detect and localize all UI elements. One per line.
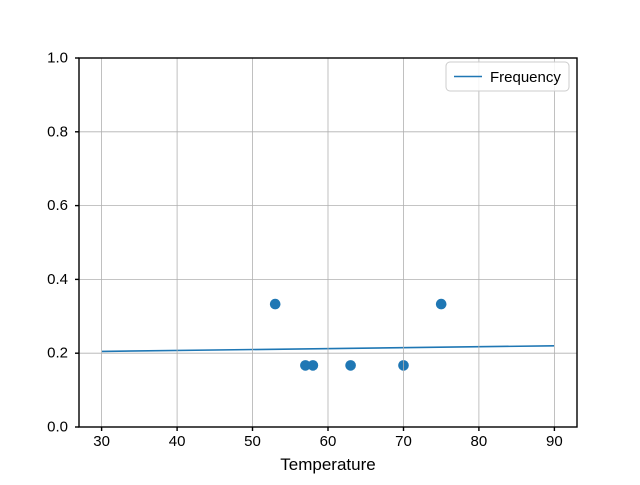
svg-text:80: 80 (471, 433, 488, 450)
svg-text:40: 40 (169, 433, 186, 450)
svg-text:0.2: 0.2 (47, 345, 68, 362)
svg-text:Temperature: Temperature (280, 455, 375, 474)
svg-text:1.0: 1.0 (47, 50, 68, 67)
svg-text:50: 50 (244, 433, 261, 450)
svg-text:90: 90 (546, 433, 563, 450)
svg-text:0.6: 0.6 (47, 197, 68, 214)
svg-text:0.8: 0.8 (47, 123, 68, 140)
svg-text:60: 60 (320, 433, 337, 450)
svg-text:0.4: 0.4 (47, 271, 68, 288)
svg-text:Frequency: Frequency (490, 69, 561, 86)
svg-text:0.0: 0.0 (47, 419, 68, 436)
svg-text:30: 30 (93, 433, 110, 450)
svg-text:70: 70 (395, 433, 412, 450)
